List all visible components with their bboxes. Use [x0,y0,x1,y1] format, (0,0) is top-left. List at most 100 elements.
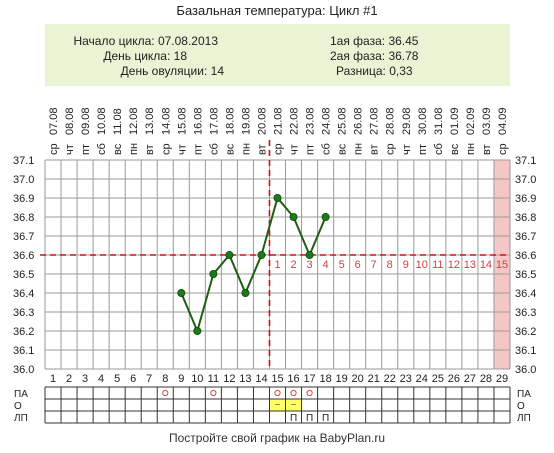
cycle-info-panel: Начало цикла: 07.08.2013 День цикла: 18 … [45,24,510,86]
day-number: 1 [50,373,56,385]
date-label: 02.09 [465,107,477,135]
luteal-day-label: 10 [416,259,428,271]
y-tick-left: 37.1 [13,155,34,167]
phase2-label: 2ая фаза: 36.78 [330,49,419,63]
weekday-label: чт [289,144,301,155]
weekday-label: пн [128,143,140,155]
phase2-value: 36.78 [388,49,419,63]
date-label: 19.08 [240,107,252,135]
date-label: 26.08 [353,107,365,135]
weekday-label: ср [273,143,285,155]
day-number: 9 [178,373,184,385]
weekday-label: ср [497,143,509,155]
weekday-label: вс [112,143,124,155]
date-label: 25.08 [337,107,349,135]
row-label-right: ПА [517,389,531,400]
temperature-point [305,250,314,259]
y-tick-left: 36.3 [13,307,34,319]
day-number: 24 [416,373,428,385]
day-number: 27 [464,373,476,385]
y-tick-left: 36.5 [13,269,34,281]
date-label: 04.09 [497,107,509,135]
cycle-start-value: 07.08.2013 [157,34,218,48]
bbt-chart: 36.0 36.0 36.1 36.1 36.2 36.2 36.3 36.3 36.4 36.4… [13,107,536,424]
luteal-day-label: 7 [371,259,377,271]
ovulation-day-label: День овуляции: 14 [120,64,224,78]
difference-label: Разница: 0,33 [336,64,413,78]
lp-mark: П [322,413,329,424]
date-label: 24.08 [321,107,333,135]
luteal-day-label: 6 [355,259,361,271]
luteal-day-label: 1 [274,259,280,271]
date-label: 16.08 [192,107,204,135]
date-label: 07.08 [48,107,60,135]
y-tick-right: 36.3 [515,307,536,319]
date-label: 10.08 [96,107,108,135]
ovulation-test-cell [285,399,302,411]
weekday-label: ср [48,143,60,155]
y-tick-right: 36.1 [515,345,536,357]
weekday-label: вс [449,143,461,155]
lp-mark: П [290,413,297,424]
weekday-label: сб [321,143,333,155]
luteal-day-label: 13 [464,259,476,271]
footer-link[interactable]: Постройте свой график на BabyPlan.ru [168,431,386,445]
luteal-day-label: 8 [387,259,393,271]
temperature-line [180,195,327,335]
date-label: 18.08 [224,107,236,135]
highlight-day-column [493,160,510,369]
weekday-label: вс [224,143,236,155]
luteal-day-label: 14 [480,259,492,271]
day-number: 2 [66,373,72,385]
date-label: 20.08 [256,107,268,135]
day-number: 25 [432,373,444,385]
y-tick-left: 36.1 [13,345,34,357]
chart-title: Базальная температура: Цикл #1 [176,3,378,18]
y-tick-right: 36.4 [515,288,536,300]
cycle-day-label: День цикла: 18 [103,49,187,63]
y-tick-left: 36.4 [13,288,34,300]
y-tick-right: 36.9 [515,193,536,205]
date-label: 21.08 [273,107,285,135]
day-number: 12 [223,373,235,385]
date-label: 23.08 [305,107,317,135]
y-tick-left: 37.0 [13,174,34,186]
weekday-label: пн [353,143,365,155]
weekday-label: ср [385,143,397,155]
ovulation-test-mark: ~ [275,400,281,411]
y-tick-right: 36.2 [515,326,536,338]
date-label: 22.08 [289,107,301,135]
luteal-day-label: 12 [448,259,460,271]
temperature-point [257,250,266,259]
day-number: 11 [208,373,219,385]
difference-value: 0,33 [389,64,413,78]
weekday-label: вт [256,144,268,155]
cycle-start-label: Начало цикла: 07.08.2013 [73,34,218,48]
day-number: 29 [496,373,508,385]
y-tick-right: 37.0 [515,174,536,186]
phase1-label: 1ая фаза: 36.45 [330,34,419,48]
date-label: 29.08 [401,107,413,135]
row-label-left: ПА [14,389,28,400]
day-number: 21 [368,373,380,385]
row-label-right: ЛП [517,413,531,424]
row-label-right: О [517,401,525,412]
weekday-label: пт [80,144,92,155]
day-number: 15 [271,373,283,385]
weekday-label: чт [64,144,76,155]
date-label: 28.08 [385,107,397,135]
pa-mark [274,389,281,397]
weekday-label: пн [240,143,252,155]
day-number: 26 [448,373,460,385]
row-label-left: ЛП [14,413,28,424]
weekday-label: вт [369,144,381,155]
day-number: 16 [287,373,299,385]
pa-mark [162,389,169,397]
day-number: 7 [146,373,152,385]
day-number: 22 [384,373,396,385]
ovulation-test-cell [269,399,286,411]
pa-mark [290,389,297,397]
day-number: 4 [98,373,104,385]
date-label: 01.09 [449,107,461,135]
y-tick-left: 36.0 [13,364,34,376]
